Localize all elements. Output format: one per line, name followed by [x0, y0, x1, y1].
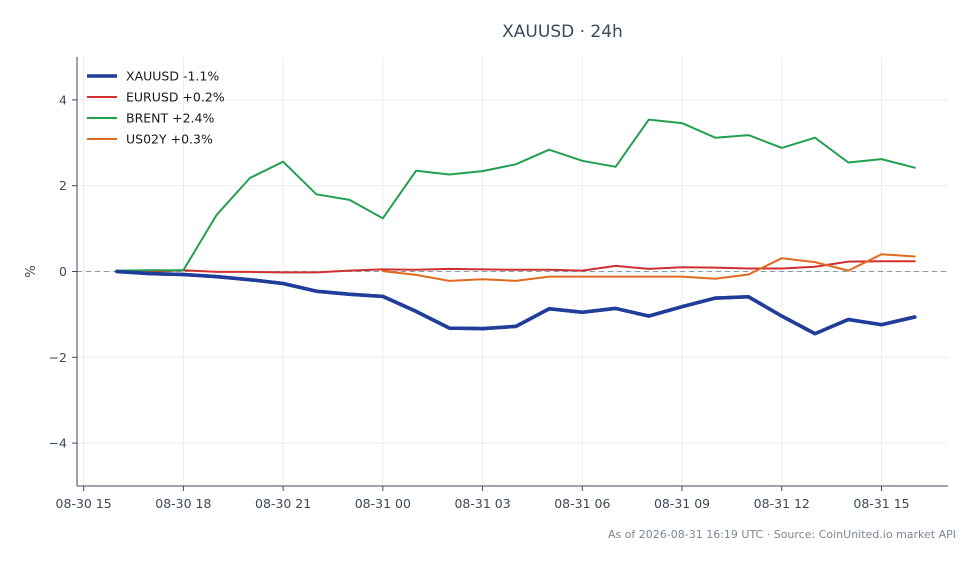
series-line-3: [381, 253, 916, 282]
x-tick-label: 08-30 18: [155, 496, 211, 511]
x-tick-label: 08-31 06: [554, 496, 610, 511]
x-tick-label: 08-31 00: [355, 496, 411, 511]
legend-label: BRENT +2.4%: [126, 111, 214, 126]
y-tick-label: 0: [59, 264, 67, 279]
x-tick-label: 08-31 15: [853, 496, 909, 511]
source-footnote: As of 2026-08-31 16:19 UTC · Source: Coi…: [608, 528, 956, 541]
legend-label: US02Y +0.3%: [126, 132, 213, 147]
y-axis-label: %: [24, 265, 39, 277]
x-tick-label: 08-30 21: [255, 496, 311, 511]
legend-label: XAUUSD -1.1%: [126, 69, 219, 84]
series-line-1: [115, 260, 916, 274]
x-tick-label: 08-31 03: [454, 496, 510, 511]
y-tick-label: −2: [49, 350, 67, 365]
legend: XAUUSD -1.1% EURUSD +0.2% BRENT +2.4% US02Y…: [87, 69, 225, 147]
y-tick-label: 2: [59, 178, 67, 193]
series-line-2: [115, 118, 916, 272]
chart-title: XAUUSD · 24h: [502, 22, 623, 42]
x-tick-label: 08-30 15: [56, 496, 112, 511]
y-tick-label: −4: [49, 436, 67, 451]
x-tick-label: 08-31 12: [754, 496, 810, 511]
x-tick-label: 08-31 09: [654, 496, 710, 511]
legend-label: EURUSD +0.2%: [126, 90, 225, 105]
y-tick-label: 4: [59, 92, 67, 107]
series-line-0-top: [115, 269, 917, 336]
